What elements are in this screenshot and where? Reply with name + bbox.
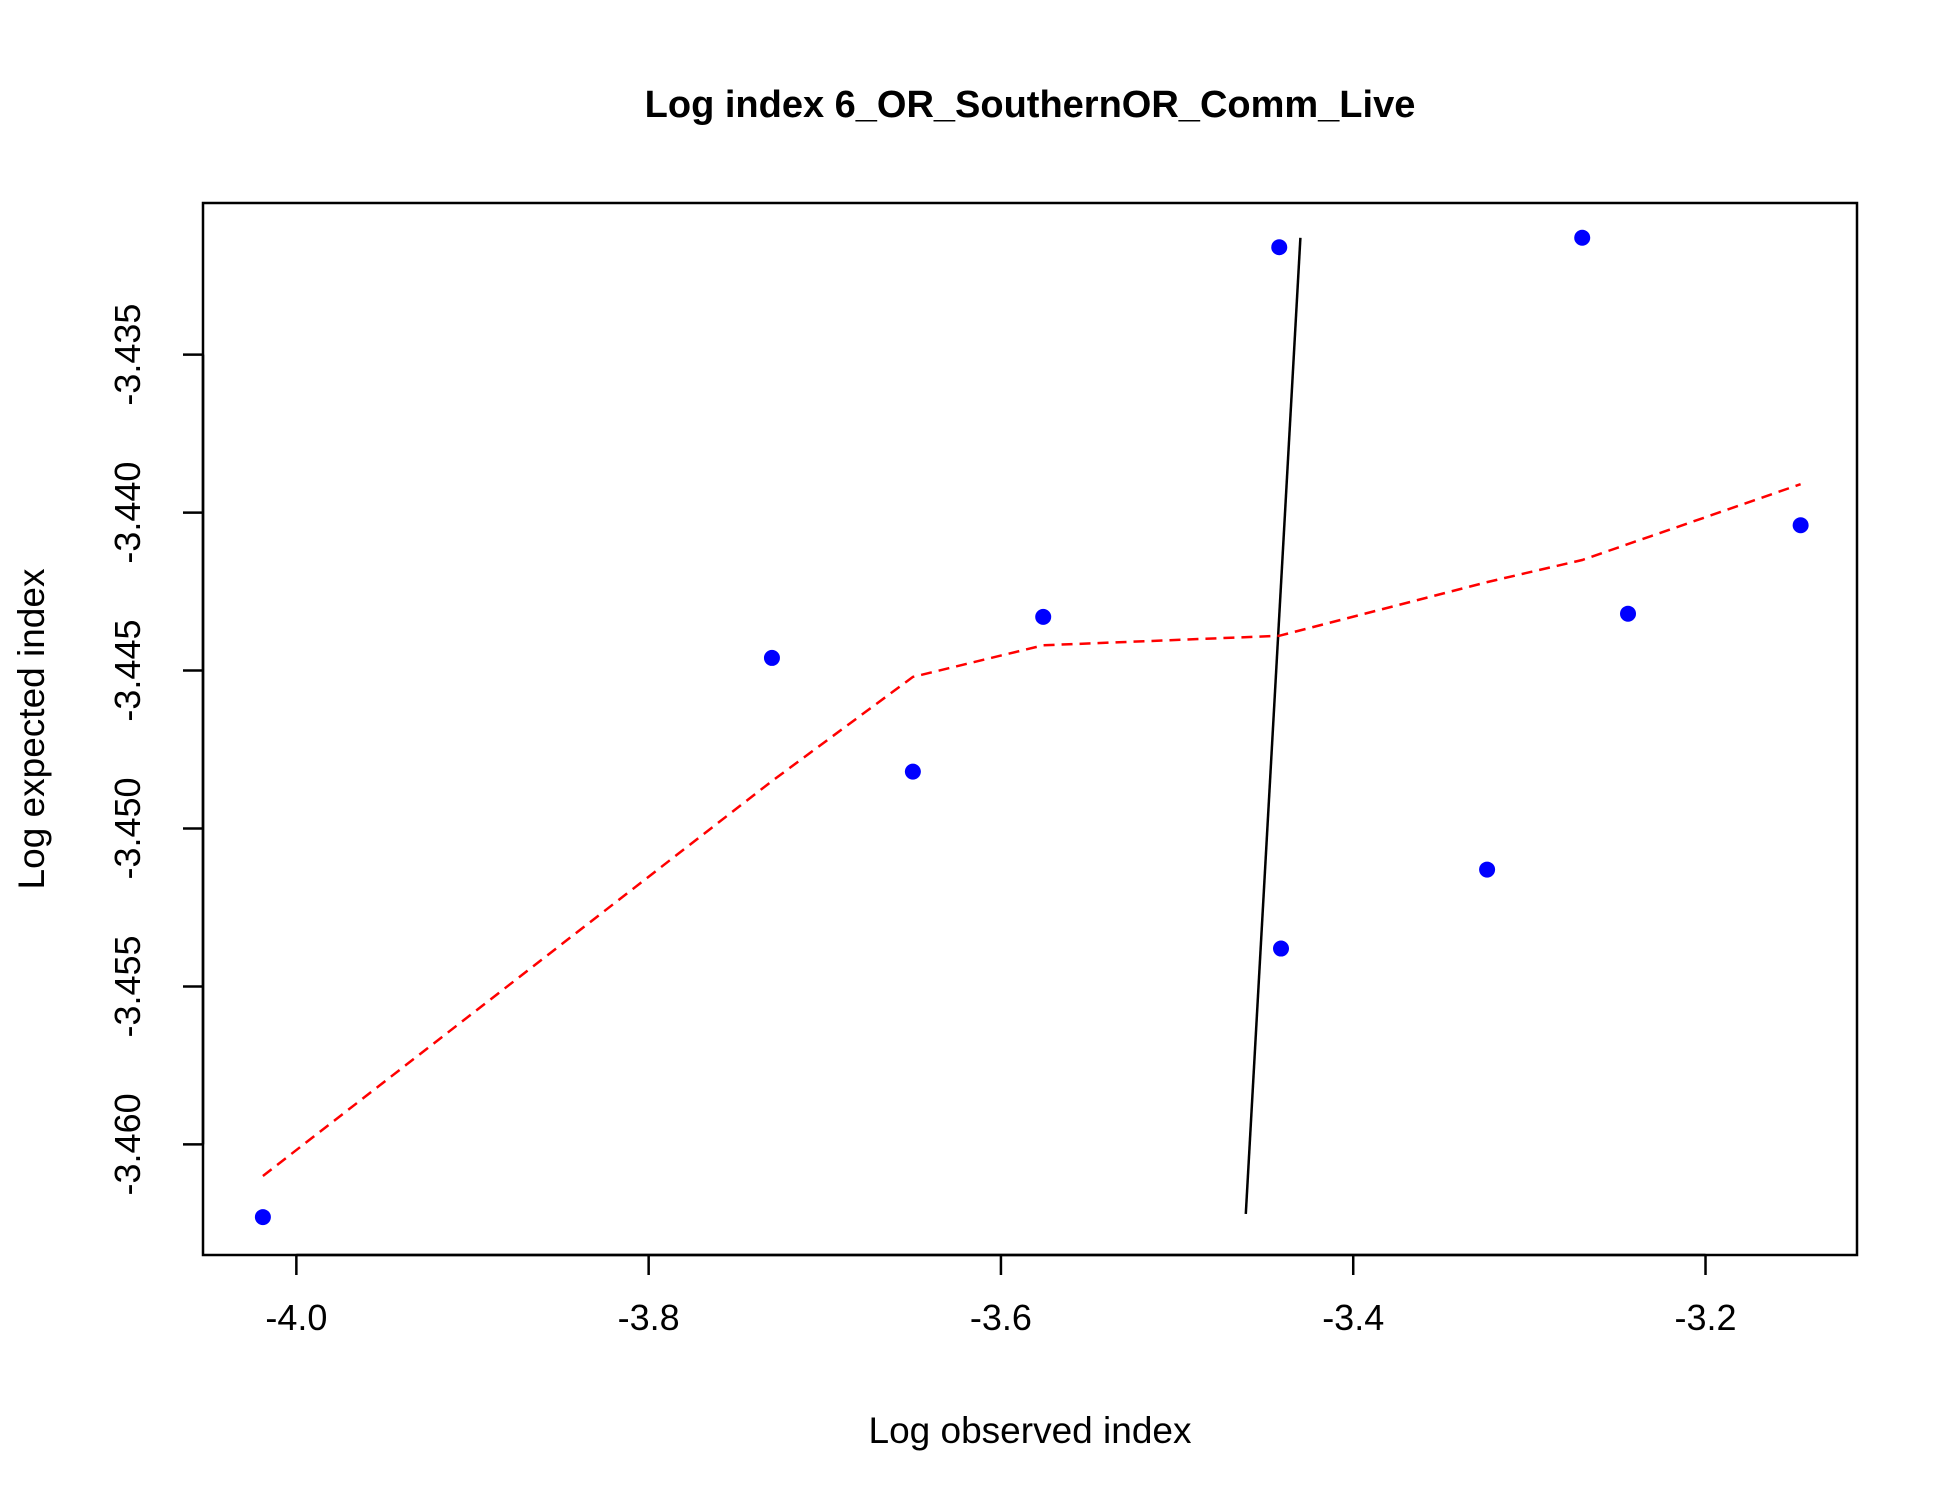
y-axis: -3.435 -3.440 -3.445 -3.450 -3.455 -3.460 [107, 304, 205, 1195]
x-tick-label: -4.0 [265, 1297, 327, 1338]
x-tick-label: -3.2 [1674, 1297, 1736, 1338]
x-tick-label: -3.6 [970, 1297, 1032, 1338]
x-axis: -4.0 -3.8 -3.6 -3.4 -3.2 [265, 1253, 1737, 1338]
y-tick-label: -3.445 [107, 620, 148, 722]
data-point [1574, 229, 1591, 246]
data-point [1792, 517, 1809, 534]
y-axis-label: Log expected index [11, 568, 52, 889]
data-point [1035, 608, 1052, 625]
data-point [904, 763, 921, 780]
chart-title: Log index 6_OR_SouthernOR_Comm_Live [645, 84, 1416, 126]
data-point [1620, 605, 1637, 622]
y-tick-label: -3.435 [107, 304, 148, 406]
y-tick-label: -3.440 [107, 462, 148, 564]
series-lines [262, 237, 1802, 1214]
solid-fit-line [1244, 237, 1302, 1214]
y-tick-label: -3.460 [107, 1093, 148, 1195]
data-point [1479, 861, 1496, 878]
dashed-smoother-line [262, 483, 1802, 1177]
series-points [254, 229, 1809, 1226]
y-tick-label: -3.455 [107, 935, 148, 1037]
data-point [1271, 239, 1288, 256]
y-tick-label: -3.450 [107, 777, 148, 879]
data-point [763, 649, 780, 666]
plot-frame [201, 201, 1859, 1257]
x-axis-label: Log observed index [869, 1410, 1192, 1451]
x-tick-label: -3.4 [1322, 1297, 1384, 1338]
x-tick-label: -3.8 [618, 1297, 680, 1338]
data-point [1273, 940, 1290, 957]
data-point [254, 1209, 271, 1226]
